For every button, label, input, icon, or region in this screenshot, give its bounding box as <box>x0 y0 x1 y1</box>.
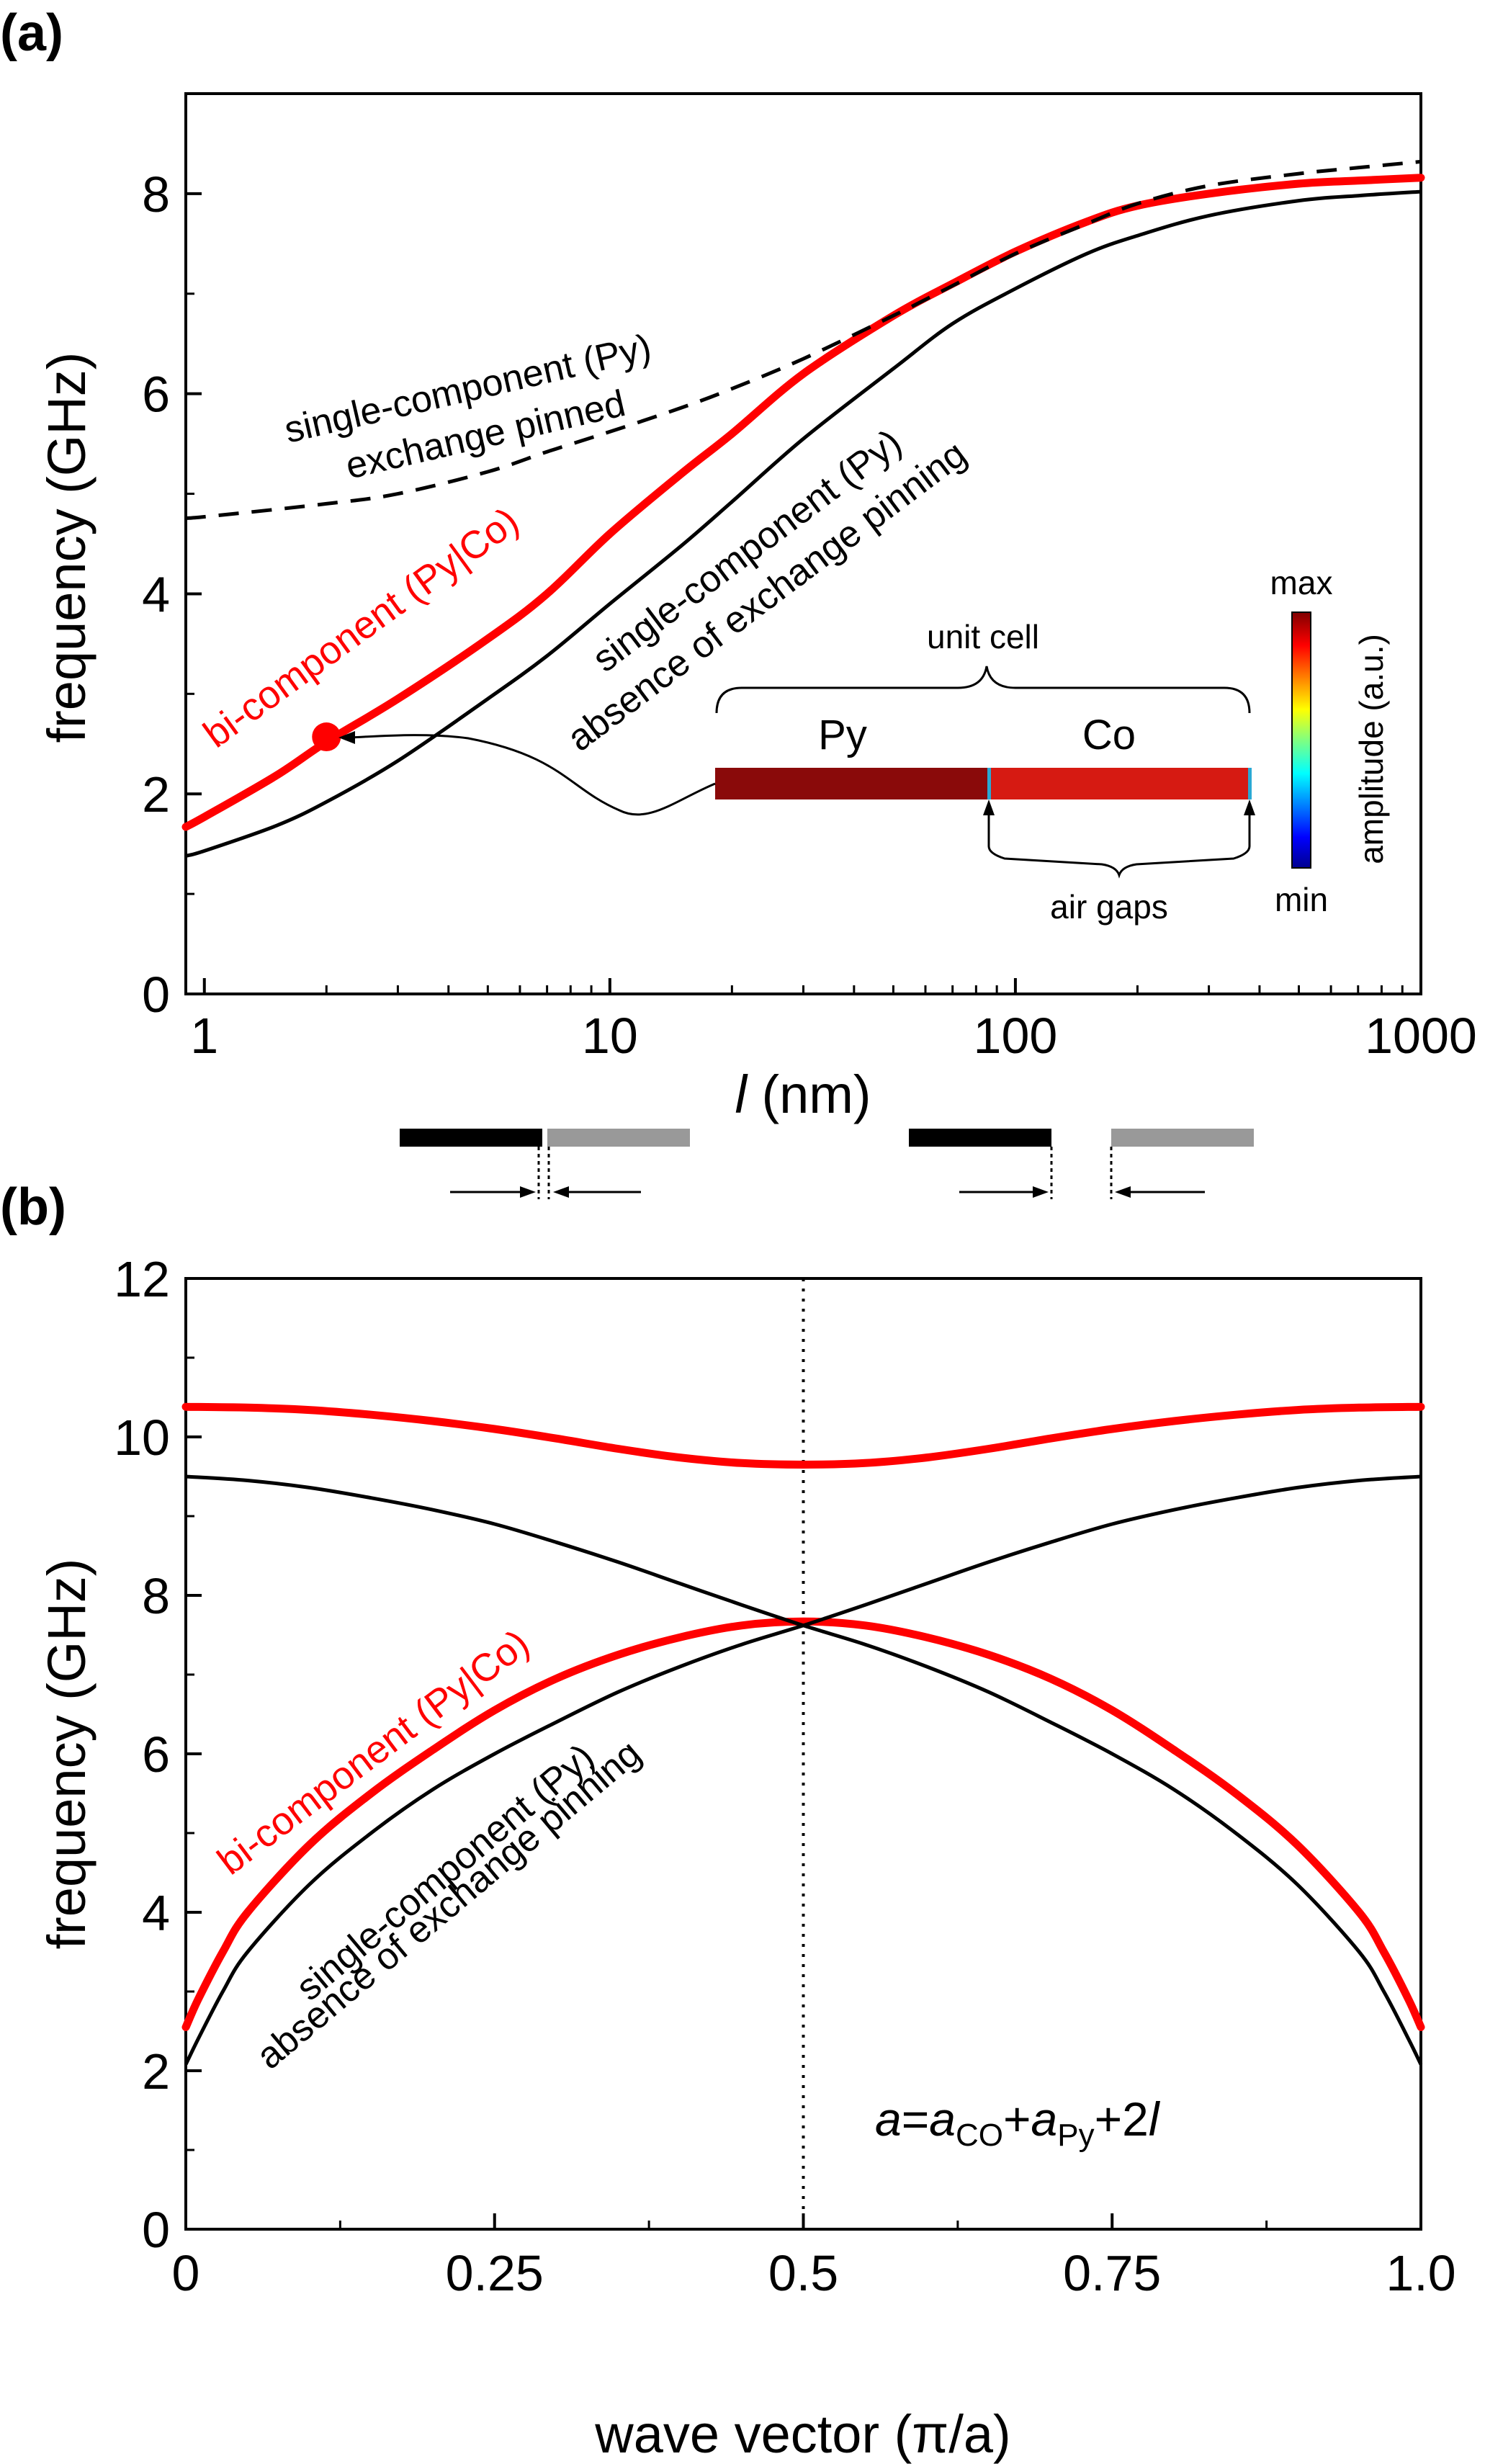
a-series-bi <box>181 174 1425 831</box>
formula-eq: = <box>902 2092 930 2146</box>
panel-b-tick-labels: 0 0.25 0.5 0.75 1.0 0 2 4 6 8 10 12 <box>114 1251 1456 2301</box>
inset-py-label: Py <box>818 712 867 758</box>
formula-sub-co: CO <box>956 2118 1003 2153</box>
formula-plus1: + <box>1003 2092 1031 2146</box>
b-series-single_rising <box>184 1474 1422 2066</box>
inset-py-segment <box>715 768 987 799</box>
a-series-single_absent <box>185 189 1422 858</box>
panel-a-label: (a) <box>0 4 63 62</box>
panel-a-ylabel: frequency (GHz) <box>37 352 97 743</box>
colorbar-gradient <box>1291 611 1311 869</box>
colorbar: max min amplitude (a.u.) <box>1270 564 1390 918</box>
a-ytick-label: 6 <box>142 367 170 423</box>
gap-schematic <box>400 1129 1254 1199</box>
b-series-single_falling <box>185 1474 1423 2066</box>
inset-co-label: Co <box>1082 712 1136 758</box>
inset-connector-arrowhead <box>338 731 355 744</box>
schematic-co-bar-left <box>547 1129 690 1147</box>
inset-co-segment <box>991 768 1248 799</box>
panel-a-plot-area: 1 10 100 1000 0 2 4 6 8 <box>142 92 1477 1064</box>
schematic-co-bar-right <box>1111 1129 1254 1147</box>
b-ytick-label: 0 <box>142 2202 170 2258</box>
b-ytick-label: 10 <box>114 1410 170 1466</box>
a-marker-point <box>312 722 341 752</box>
schematic-arrowhead-left-2 <box>553 1186 569 1198</box>
panel-b-label: (b) <box>0 1178 66 1236</box>
inset-gap-arrowhead-1 <box>983 799 995 815</box>
inset-unit-cell-brace <box>715 666 1251 714</box>
formula-a1: a <box>875 2092 902 2146</box>
panel-b: (b) 0 0.25 0.5 0.75 1.0 0 2 4 6 8 10 12 frequency (… <box>0 1178 1456 2464</box>
b-ytick-label: 8 <box>142 1568 170 1624</box>
a-ytick-label: 8 <box>142 166 170 223</box>
b-xtick-label: 0.5 <box>768 2245 838 2301</box>
a-xtick-label: 1 <box>190 1008 218 1064</box>
inset-connector-curve <box>349 734 716 816</box>
formula-sub-py: Py <box>1057 2118 1094 2153</box>
inset-unit-cell: unit cell Py Co air gaps <box>338 618 1255 926</box>
b-ytick-label: 6 <box>142 1726 170 1783</box>
a-xtick-label: 100 <box>974 1008 1058 1064</box>
schematic-arrowhead-right-2 <box>1115 1186 1131 1198</box>
panel-a-series <box>181 159 1425 858</box>
schematic-py-bar-right <box>909 1129 1051 1147</box>
panel-b-xlabel: wave vector (π/a) <box>594 2404 1010 2464</box>
b-ytick-label: 12 <box>114 1251 170 1307</box>
panel-b-plot-area: 0 0.25 0.5 0.75 1.0 0 2 4 6 8 10 12 <box>114 1251 1456 2301</box>
formula-a2: a <box>929 2092 956 2146</box>
panel-a-tick-labels: 1 10 100 1000 0 2 4 6 8 <box>142 166 1477 1064</box>
schematic-arrowhead-right-1 <box>1033 1186 1049 1198</box>
colorbar-axis-label: amplitude (a.u.) <box>1352 634 1390 864</box>
b-xtick-label: 0.25 <box>446 2245 544 2301</box>
b-xtick-label: 1.0 <box>1386 2245 1455 2301</box>
panel-b-ticks <box>184 1277 1422 2231</box>
panel-a: (a) 1 10 100 1000 0 2 4 6 8 frequency (GHz) l (n… <box>0 4 1477 1124</box>
inset-gap-arrowhead-2 <box>1244 799 1255 815</box>
a-xtick-label: 1000 <box>1365 1008 1477 1064</box>
panel-a-xlabel: l (nm) <box>735 1065 871 1124</box>
inset-air-gaps-brace <box>987 846 1251 879</box>
b-series-bi_upper <box>181 1402 1425 1469</box>
formula-a3: a <box>1031 2092 1058 2146</box>
panel-b-ylabel: frequency (GHz) <box>37 1559 97 1950</box>
a-ytick-label: 2 <box>142 766 170 823</box>
a-ytick-label: 4 <box>142 566 170 622</box>
inset-gap-1 <box>987 768 991 799</box>
a-xtick-label: 10 <box>582 1008 638 1064</box>
colorbar-max-label: max <box>1270 564 1333 601</box>
b-xtick-label: 0.75 <box>1063 2245 1161 2301</box>
b-series-bi_lower <box>181 1617 1425 2031</box>
panel-a-xlabel-rest: (nm) <box>747 1065 871 1124</box>
panel-b-formula: a=aCO+aPy+2l <box>875 2092 1161 2153</box>
panel-a-ticks <box>186 192 1422 995</box>
a-ytick-label: 0 <box>142 967 170 1023</box>
schematic-arrowhead-left-1 <box>520 1186 536 1198</box>
b-ytick-label: 4 <box>142 1885 170 1941</box>
b-ytick-label: 2 <box>142 2043 170 2100</box>
schematic-py-bar-left <box>400 1129 542 1147</box>
b-xtick-label: 0 <box>172 2245 200 2301</box>
inset-air-gaps-label: air gaps <box>1050 888 1168 926</box>
inset-gap-2 <box>1248 768 1252 799</box>
formula-l: l <box>1149 2092 1161 2146</box>
a-series-single_pinned <box>185 159 1422 520</box>
formula-plus2: +2 <box>1095 2092 1149 2146</box>
panel-a-xlabel-italic: l <box>735 1065 748 1124</box>
panel-b-series <box>181 1402 1425 2066</box>
inset-unit-cell-label: unit cell <box>927 618 1039 655</box>
colorbar-min-label: min <box>1275 881 1328 918</box>
